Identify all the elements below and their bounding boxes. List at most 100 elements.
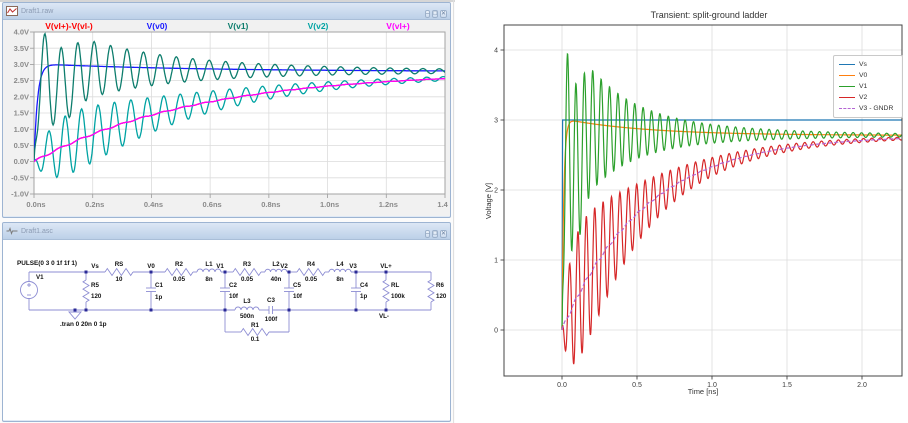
svg-text:3.0V: 3.0V (14, 60, 29, 69)
maximize-button[interactable]: □ (432, 10, 438, 18)
schematic-window-titlebar[interactable]: Draft1.asc – □ ✕ (3, 223, 450, 240)
waveform-plot-canvas[interactable]: V(vl+)-V(vl-) V(v0) V(v1) V(v2) V(vl+) 4.0V 3… (3, 20, 450, 216)
svg-text:R2: R2 (175, 261, 183, 268)
legend-item: V0 (839, 70, 897, 81)
svg-text:1.0V: 1.0V (14, 125, 29, 134)
svg-text:R1: R1 (251, 322, 259, 329)
svg-text:100k: 100k (391, 293, 405, 300)
svg-text:0.05: 0.05 (305, 276, 318, 283)
svg-text:V1: V1 (216, 263, 224, 270)
waveform-window: Draft1.raw – □ ✕ V(vl+)-V(vl-) V(v0) V(v1) V(… (2, 2, 451, 218)
svg-text:V1: V1 (36, 274, 44, 281)
svg-text:L1: L1 (205, 261, 213, 268)
legend-label: V3 - GNDR (859, 105, 894, 112)
svg-text:0.6ns: 0.6ns (203, 200, 222, 209)
svg-text:R5: R5 (91, 282, 99, 289)
ground-symbol (68, 311, 82, 320)
clipped-menu-strip (0, 0, 455, 2)
trace-V(v1) (34, 32, 445, 162)
svg-text:R3: R3 (243, 261, 251, 268)
legend-item: V2 (839, 92, 897, 103)
svg-text:C3: C3 (267, 297, 275, 304)
svg-text:8n: 8n (205, 276, 212, 283)
legend-label: V0 (859, 72, 868, 79)
svg-text:Vs: Vs (91, 263, 99, 270)
legend-item: V1 (839, 81, 897, 92)
svg-text:RS: RS (115, 261, 124, 268)
trace-V(vl+) (34, 77, 445, 163)
svg-text:0.5: 0.5 (632, 382, 642, 389)
svg-text:1.5: 1.5 (782, 382, 792, 389)
waveform-window-titlebar[interactable]: Draft1.raw – □ ✕ (3, 3, 450, 20)
svg-text:VL+: VL+ (380, 263, 392, 270)
schematic-wires (20, 267, 435, 337)
legend-label: V1 (859, 83, 868, 90)
legend-label: V2 (859, 94, 868, 101)
svg-text:0.0V: 0.0V (14, 157, 29, 166)
svg-text:0.8ns: 0.8ns (261, 200, 280, 209)
svg-text:4: 4 (494, 47, 498, 54)
svg-text:1: 1 (494, 257, 498, 264)
legend-swatch (839, 75, 855, 76)
maximize-button[interactable]: □ (432, 230, 438, 238)
series-V3 - GNDR (561, 137, 902, 331)
schematic-window-icon (6, 226, 18, 236)
legend-item: V3 - GNDR (839, 103, 897, 114)
minimize-button[interactable]: – (425, 10, 431, 18)
legend-label: Vs (859, 61, 867, 68)
svg-text:40n: 40n (271, 276, 282, 283)
svg-text:C1: C1 (155, 282, 163, 289)
legend-swatch (839, 97, 855, 98)
svg-text:1.0: 1.0 (707, 382, 717, 389)
svg-text:8n: 8n (336, 276, 343, 283)
figure-axes: 0.0 0.5 1.0 1.5 2.0 0 1 2 3 4 (494, 24, 903, 389)
waveform-window-title: Draft1.raw (21, 7, 54, 15)
svg-text:0.0: 0.0 (557, 382, 567, 389)
matplotlib-figure: Transient: split-ground ladder 0.0 0.5 1.0… (455, 0, 908, 423)
svg-text:2.0: 2.0 (857, 382, 867, 389)
trace-label[interactable]: V(v1) (227, 21, 249, 31)
waveform-window-icon (6, 6, 18, 16)
trace-label[interactable]: V(v0) (146, 21, 168, 31)
svg-text:PULSE(0 3 0 1f 1f 1): PULSE(0 3 0 1f 1f 1) (17, 260, 77, 267)
close-button[interactable]: ✕ (439, 10, 447, 18)
svg-text:1.0ns: 1.0ns (320, 200, 339, 209)
wave-ticks: 4.0V 3.5V 3.0V 2.5V 2.0V 1.5V 1.0V 0.5V 0.0V -0.5… (11, 28, 448, 209)
legend-swatch (839, 108, 855, 109)
trace-V(v2) (34, 75, 445, 179)
minimize-button[interactable]: – (425, 230, 431, 238)
svg-text:RL: RL (391, 282, 399, 289)
trace-label[interactable]: V(v2) (307, 21, 329, 31)
schematic-window-title: Draft1.asc (21, 227, 53, 235)
svg-text:C2: C2 (229, 282, 237, 289)
svg-text:1.5V: 1.5V (14, 109, 29, 118)
trace-V(v0) (34, 64, 445, 162)
series-V2 (561, 136, 902, 365)
svg-text:1.4ns: 1.4ns (437, 200, 448, 209)
svg-text:1p: 1p (155, 294, 162, 301)
svg-text:L4: L4 (336, 261, 344, 268)
svg-text:0.1: 0.1 (251, 336, 260, 343)
svg-text:C4: C4 (360, 282, 368, 289)
svg-text:0.0ns: 0.0ns (26, 200, 45, 209)
svg-text:0: 0 (494, 327, 498, 334)
ltspice-mdi-area: Draft1.raw – □ ✕ V(vl+)-V(vl-) V(v0) V(v1) V(… (0, 0, 455, 423)
legend-swatch (839, 64, 855, 65)
close-button[interactable]: ✕ (439, 230, 447, 238)
svg-text:10f: 10f (293, 293, 303, 300)
svg-text:500n: 500n (240, 313, 254, 320)
svg-text:R4: R4 (307, 261, 315, 268)
trace-label[interactable]: V(vl+) (386, 21, 410, 31)
svg-text:1p: 1p (360, 293, 367, 300)
svg-text:10f: 10f (229, 293, 239, 300)
legend-swatch (839, 86, 855, 87)
schematic-canvas[interactable]: RS 10 R5 120 C1 1p R2 0.05 L1 8n C2 10f R3 0.05 L2 40n C… (3, 240, 450, 420)
trace-label[interactable]: V(vl+)-V(vl-) (45, 21, 93, 31)
svg-text:0.5V: 0.5V (14, 141, 29, 150)
svg-text:1.2ns: 1.2ns (379, 200, 398, 209)
svg-text:3: 3 (494, 117, 498, 124)
junction-dots (73, 270, 388, 312)
svg-text:2.0V: 2.0V (14, 92, 29, 101)
series-V0 (561, 120, 902, 331)
svg-text:0.2ns: 0.2ns (85, 200, 104, 209)
